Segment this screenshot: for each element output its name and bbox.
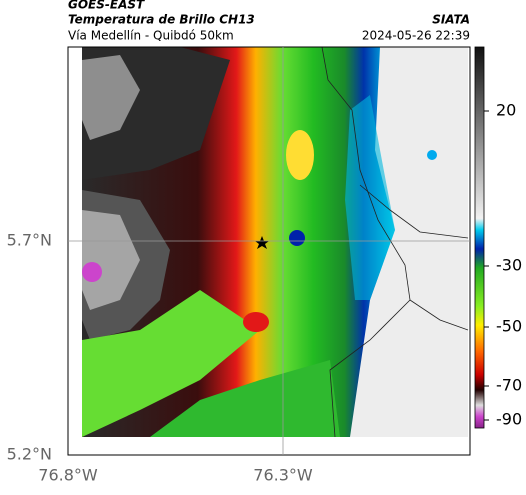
credit: SIATA [432, 13, 470, 27]
colorbar-label: -90 [496, 410, 522, 429]
lat-label: 5.2°N [7, 445, 52, 464]
colorbar [474, 46, 485, 429]
source: GOES-EAST [68, 0, 145, 12]
title: Temperatura de Brillo CH13 [68, 13, 255, 27]
colorbar-label: -70 [496, 376, 522, 395]
colorbar-label: 20 [496, 101, 516, 120]
route: Vía Medellín - Quibdó 50km [68, 29, 234, 43]
lon-label: 76.3°W [253, 466, 313, 485]
lon-label: 76.8°W [38, 466, 98, 485]
satellite-field [82, 46, 469, 438]
colorbar-label: -50 [496, 317, 522, 336]
colorbar-label: -30 [496, 256, 522, 275]
lat-label: 5.7°N [7, 231, 52, 250]
map-frame [67, 46, 471, 456]
timestamp: 2024-05-26 22:39 [362, 29, 470, 43]
